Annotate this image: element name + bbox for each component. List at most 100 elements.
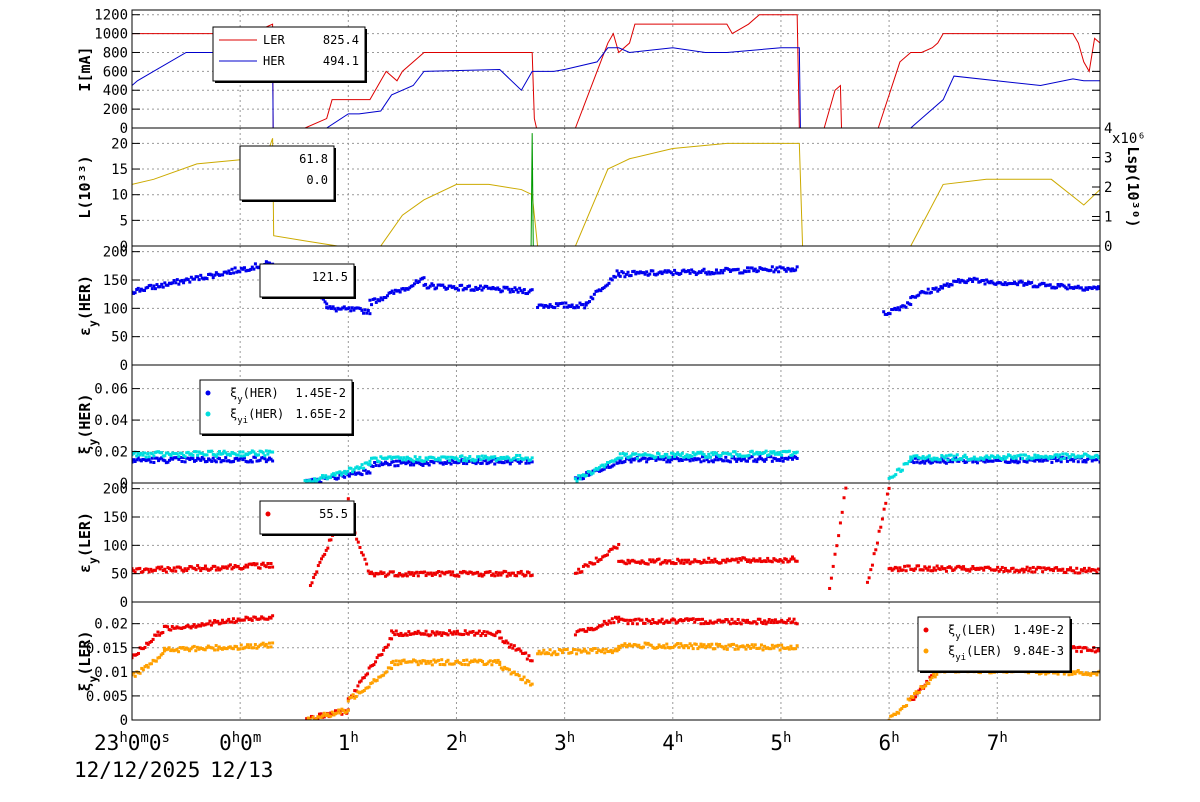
data-point — [348, 695, 352, 699]
data-point — [564, 301, 568, 305]
data-point — [1092, 456, 1096, 460]
data-point — [407, 460, 411, 464]
data-point — [376, 572, 380, 576]
data-point — [1053, 566, 1057, 570]
data-point — [374, 463, 378, 467]
data-point — [994, 568, 998, 572]
data-point — [996, 565, 1000, 569]
data-point — [620, 559, 624, 563]
data-point — [617, 271, 621, 275]
legend-value: 0.0 — [306, 173, 328, 187]
data-point — [979, 458, 983, 462]
data-point — [885, 492, 889, 496]
data-point — [705, 644, 709, 648]
data-point — [418, 659, 422, 663]
data-point — [369, 664, 373, 668]
data-point — [366, 462, 370, 466]
data-point — [1027, 569, 1031, 573]
data-point — [401, 458, 405, 462]
data-point — [158, 567, 162, 571]
data-point — [313, 572, 317, 576]
data-point — [694, 273, 698, 277]
data-point — [412, 658, 416, 662]
data-point — [313, 477, 317, 481]
data-point — [663, 559, 667, 563]
data-point — [634, 272, 638, 276]
data-point — [761, 559, 765, 563]
data-point — [669, 458, 673, 462]
data-point — [169, 282, 173, 286]
data-point — [770, 643, 774, 647]
data-point — [724, 455, 728, 459]
data-point — [1010, 455, 1014, 459]
data-point — [1008, 281, 1012, 285]
data-point — [669, 561, 673, 565]
data-point — [683, 270, 687, 274]
data-point — [991, 281, 995, 285]
data-point — [267, 449, 271, 453]
data-point — [988, 566, 992, 570]
data-point — [1047, 566, 1051, 570]
data-point — [602, 286, 606, 290]
data-point — [591, 471, 595, 475]
data-point — [732, 558, 736, 562]
data-point — [1019, 457, 1023, 461]
data-point — [454, 659, 458, 663]
data-point — [180, 568, 184, 572]
data-point — [1042, 281, 1046, 285]
data-point — [963, 460, 967, 464]
data-point — [961, 455, 965, 459]
data-point — [753, 458, 757, 462]
data-point — [321, 554, 325, 558]
data-point — [145, 663, 149, 667]
data-point — [739, 459, 743, 463]
data-point — [585, 471, 589, 475]
data-point — [766, 453, 770, 457]
data-point — [460, 662, 464, 666]
data-point — [791, 267, 795, 271]
data-point — [454, 632, 458, 636]
data-point — [721, 645, 725, 649]
data-point — [1073, 646, 1077, 650]
data-point — [948, 460, 952, 464]
data-point — [1014, 568, 1018, 572]
data-point — [896, 569, 900, 573]
data-point — [228, 272, 232, 276]
data-point — [400, 287, 404, 291]
data-point — [727, 452, 731, 456]
data-point — [711, 560, 715, 564]
data-point — [577, 476, 581, 480]
data-point — [233, 452, 237, 456]
data-point — [192, 459, 196, 463]
data-point — [691, 458, 695, 462]
data-point — [1090, 459, 1094, 463]
data-point — [512, 644, 516, 648]
data-point — [444, 660, 448, 664]
data-point — [437, 459, 441, 463]
data-point — [1069, 458, 1073, 462]
data-point — [465, 571, 469, 575]
data-point — [1003, 281, 1007, 285]
data-point — [329, 711, 333, 715]
data-point — [485, 630, 489, 634]
data-point — [149, 662, 153, 666]
data-point — [482, 458, 486, 462]
data-point — [390, 289, 394, 293]
data-point — [617, 273, 621, 277]
data-point — [1047, 283, 1051, 287]
data-point — [255, 617, 259, 621]
data-point — [132, 460, 134, 464]
data-point — [696, 457, 700, 461]
data-point — [146, 665, 150, 669]
data-point — [219, 273, 223, 277]
data-point — [988, 456, 992, 460]
y-tick-label: 100 — [103, 301, 128, 317]
data-point — [380, 674, 384, 678]
data-point — [786, 618, 790, 622]
data-point — [677, 559, 681, 563]
data-point — [406, 287, 410, 291]
data-point — [704, 455, 708, 459]
data-point — [777, 559, 781, 563]
data-point — [621, 452, 625, 456]
